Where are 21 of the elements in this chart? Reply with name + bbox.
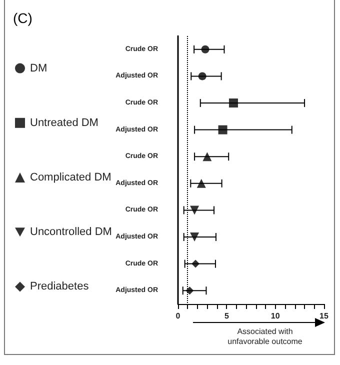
point [218, 125, 228, 134]
x-tick-label: 15 [320, 312, 329, 320]
legend-label: Complicated DM [30, 172, 112, 184]
legend-label: DM [30, 62, 48, 74]
x-tick-label: 5 [224, 312, 230, 320]
point [186, 286, 194, 295]
x-tick-label: 0 [176, 312, 181, 320]
point [228, 98, 238, 108]
point [198, 72, 206, 80]
point [190, 232, 200, 242]
legend-label: Uncontrolled DM [30, 226, 112, 238]
legend-label: Untreated DM [30, 116, 98, 129]
text: Associated with unfavorable outcome [226, 327, 304, 347]
text: (C) [13, 10, 32, 26]
point [202, 152, 212, 162]
point [201, 45, 210, 54]
point [196, 178, 206, 188]
legend-label: Prediabetes [30, 280, 90, 293]
point [190, 206, 200, 215]
point [192, 260, 200, 268]
x-tick-label: 10 [270, 312, 280, 320]
